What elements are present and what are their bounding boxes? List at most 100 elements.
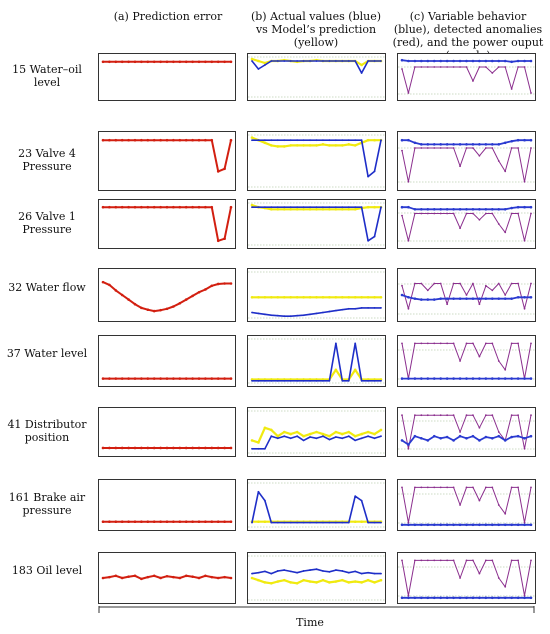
prediction-error-series-point	[152, 309, 156, 313]
prediction-error-series-point	[216, 520, 220, 524]
variable-behavior-series-point	[439, 437, 442, 440]
power-output-series-point	[401, 486, 403, 489]
actual-series-point	[367, 239, 369, 242]
actual-series-point	[283, 60, 286, 62]
power-output-series-point	[459, 282, 461, 285]
prediction-error-series-point	[216, 170, 220, 173]
power-output-series-point	[459, 504, 461, 506]
variable-behavior-series-point	[471, 143, 475, 146]
variable-behavior-series-point	[510, 435, 513, 439]
variable-behavior-series-point	[432, 59, 436, 63]
variable-behavior-series-point	[413, 434, 417, 438]
prediction-series-point	[373, 205, 376, 209]
variable-behavior-series-point	[529, 205, 533, 209]
actual-series-point	[360, 499, 363, 502]
actual-series-point	[334, 206, 337, 209]
prediction-error-series-point	[133, 205, 137, 209]
prediction-series-point	[328, 144, 331, 147]
variable-behavior-series-point	[426, 298, 430, 301]
prediction-series-point	[282, 296, 286, 299]
actual-series-point	[354, 439, 357, 442]
prediction-error-series-point	[133, 574, 137, 578]
prediction-error-series-point	[159, 446, 162, 450]
power-output-series-point	[452, 559, 455, 562]
actual-series-point	[283, 206, 286, 209]
row-label: 26 Valve 1 Pressure	[18, 210, 76, 236]
power-output-series-point	[439, 147, 442, 149]
variable-behavior-series-point	[484, 596, 488, 600]
variable-behavior-series-point	[497, 596, 501, 600]
prediction-error-series-point	[133, 446, 137, 450]
variable-behavior-series-point	[452, 297, 455, 300]
power-output-series-point	[459, 165, 461, 168]
power-output-series-point	[491, 559, 494, 562]
prediction-series-point	[321, 432, 325, 436]
actual-series-point	[354, 60, 357, 62]
prediction-series-point	[353, 580, 357, 583]
prediction-error-panel	[98, 335, 236, 387]
prediction-series-point	[308, 432, 312, 436]
power-output-series-point	[433, 486, 436, 489]
actual-series-point	[367, 379, 369, 382]
prediction-series-point	[353, 144, 357, 147]
variable-behavior-series-point	[458, 143, 462, 146]
variable-behavior-series-point	[420, 298, 423, 301]
variable-behavior-series-point	[407, 59, 410, 63]
header-actual-vs-prediction: (b) Actual values (blue) vs Model’s pred…	[250, 10, 382, 49]
power-output-series-point	[420, 66, 423, 68]
variable-behavior-series-point	[439, 208, 442, 211]
actual-series-point	[283, 315, 286, 318]
power-output-series-point	[517, 212, 519, 215]
variable-behavior-series-point	[445, 208, 449, 211]
power-output-series-point	[517, 559, 519, 562]
power-output-series-point	[439, 559, 442, 562]
prediction-series-point	[289, 296, 292, 299]
power-output-series-point	[523, 521, 526, 524]
prediction-series-point	[282, 145, 286, 148]
power-output-series-point	[401, 214, 403, 217]
variable-behavior-panel	[397, 407, 536, 457]
power-output-series-point	[478, 303, 481, 306]
variable-behavior-series-point	[484, 297, 488, 300]
actual-series-point	[283, 139, 286, 142]
power-output-series-point	[504, 231, 507, 234]
variable-behavior-series-point	[529, 59, 533, 63]
variable-behavior-series-point	[484, 59, 488, 63]
power-output-series-point	[439, 414, 442, 417]
actual-series-point	[309, 436, 311, 438]
variable-behavior-series-point	[523, 138, 526, 142]
prediction-error-series-point	[133, 60, 137, 64]
prediction-error-series-point	[108, 575, 111, 579]
prediction-error-series-point	[127, 138, 130, 142]
actual-series-point	[302, 206, 305, 209]
actual-series-point	[380, 139, 382, 142]
variable-behavior-series-point	[478, 439, 481, 442]
actual-series-point	[270, 521, 273, 524]
power-output-series-point	[407, 307, 410, 310]
actual-series-point	[341, 60, 344, 62]
actual-series-point	[270, 314, 273, 317]
variable-behavior-series-point	[458, 434, 462, 438]
variable-behavior-series-point	[510, 596, 513, 600]
actual-series-point	[270, 379, 273, 382]
prediction-error-series-point	[210, 575, 214, 579]
prediction-series-point	[276, 145, 280, 148]
power-output-series-point	[446, 414, 449, 417]
actual-vs-prediction-panel	[247, 552, 386, 604]
actual-series-point	[334, 60, 337, 62]
variable-behavior-series-point	[458, 59, 462, 63]
power-output-series-point	[472, 212, 474, 215]
prediction-error-series-point	[197, 446, 201, 450]
actual-vs-prediction-panel	[247, 335, 386, 387]
actual-series-point	[309, 313, 311, 316]
actual-series-point	[264, 139, 266, 142]
prediction-series-point	[328, 296, 331, 299]
power-output-series-point	[478, 499, 481, 502]
power-output-series-point	[465, 414, 468, 417]
variable-behavior-series-point	[523, 523, 526, 527]
prediction-series-point	[321, 296, 325, 299]
power-output-series-point	[407, 521, 410, 524]
prediction-series-point	[276, 580, 280, 583]
prediction-error-series-point	[229, 138, 233, 142]
actual-series-point	[380, 60, 382, 62]
